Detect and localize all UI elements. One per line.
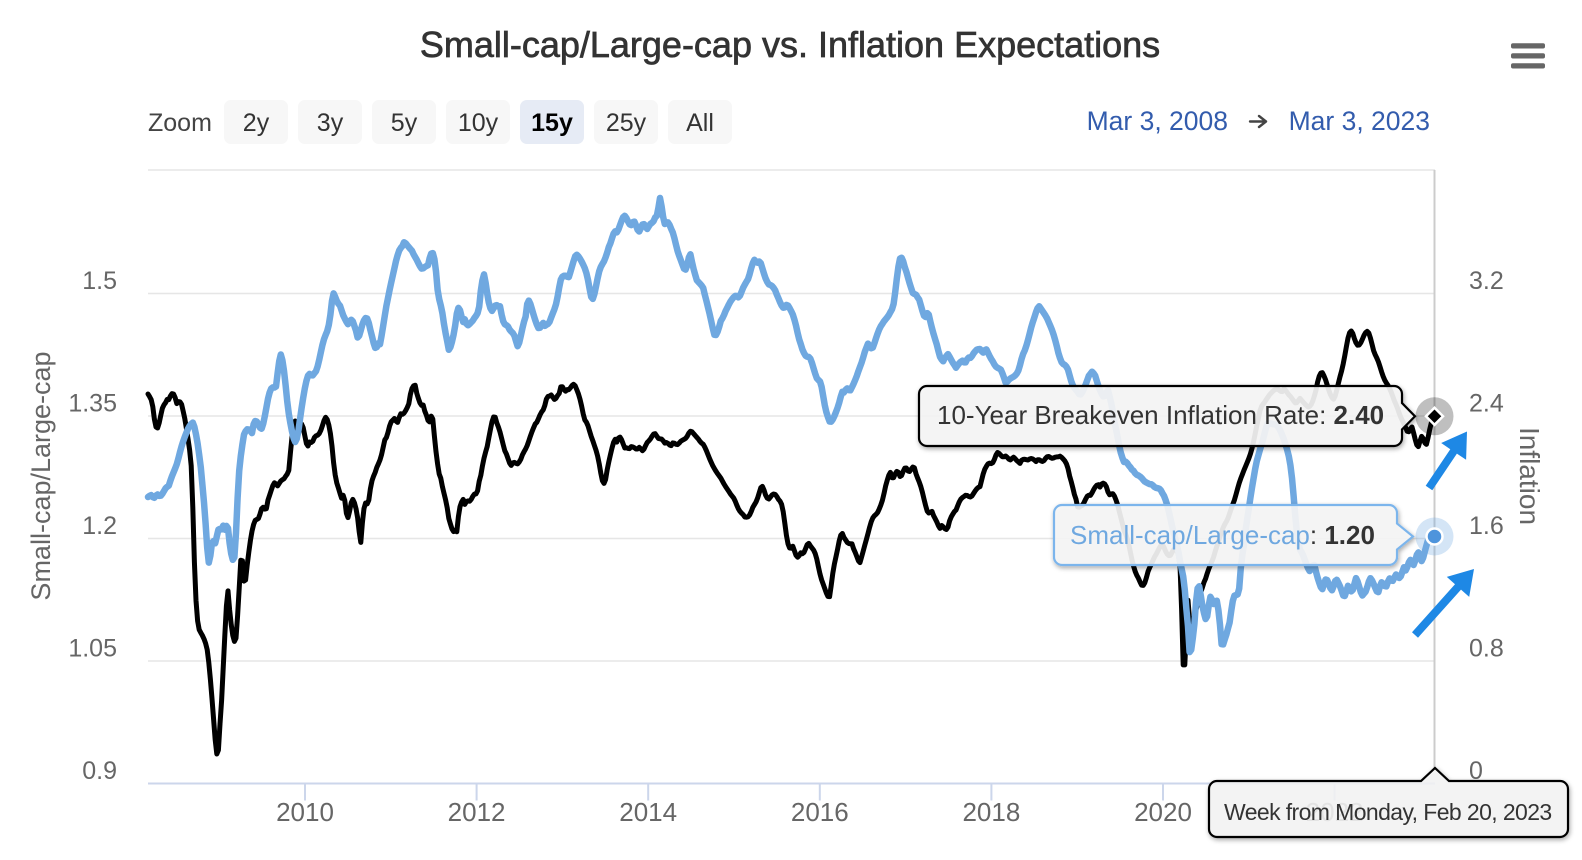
svg-text:1.5: 1.5 xyxy=(82,267,117,295)
svg-text:Mar 3, 2023: Mar 3, 2023 xyxy=(1289,106,1430,136)
svg-text:Zoom: Zoom xyxy=(148,109,212,137)
svg-text:Week from Monday, Feb 20, 2023: Week from Monday, Feb 20, 2023 xyxy=(1224,799,1552,825)
svg-text:2010: 2010 xyxy=(276,797,334,827)
svg-text:3.2: 3.2 xyxy=(1469,267,1504,295)
svg-text:Inflation: Inflation xyxy=(1514,427,1545,525)
svg-text:1.05: 1.05 xyxy=(68,635,117,663)
svg-text:1.35: 1.35 xyxy=(68,390,117,418)
svg-text:1.2: 1.2 xyxy=(82,512,117,540)
svg-text:2014: 2014 xyxy=(619,797,677,827)
svg-text:2.4: 2.4 xyxy=(1469,390,1504,418)
svg-text:2012: 2012 xyxy=(448,797,506,827)
svg-text:Small-cap/Large-cap vs. Inflat: Small-cap/Large-cap vs. Inflation Expect… xyxy=(420,24,1160,65)
svg-text:5y: 5y xyxy=(391,109,418,137)
svg-text:0.8: 0.8 xyxy=(1469,635,1504,663)
svg-text:10y: 10y xyxy=(458,109,499,137)
svg-text:0: 0 xyxy=(1469,757,1483,785)
svg-text:1.6: 1.6 xyxy=(1469,512,1504,540)
svg-text:25y: 25y xyxy=(606,109,647,137)
svg-text:15y: 15y xyxy=(531,109,573,137)
svg-text:Mar 3, 2008: Mar 3, 2008 xyxy=(1087,106,1228,136)
svg-text:10-Year Breakeven Inflation Ra: 10-Year Breakeven Inflation Rate: 2.40 xyxy=(937,400,1384,430)
svg-text:Small-cap/Large-cap: Small-cap/Large-cap xyxy=(26,351,56,600)
svg-text:Small-cap/Large-cap: 1.20: Small-cap/Large-cap: 1.20 xyxy=(1070,520,1375,550)
svg-text:2018: 2018 xyxy=(962,797,1020,827)
svg-text:2016: 2016 xyxy=(791,797,849,827)
svg-text:All: All xyxy=(686,109,714,137)
svg-text:2y: 2y xyxy=(243,109,270,137)
svg-text:2020: 2020 xyxy=(1134,797,1192,827)
svg-text:3y: 3y xyxy=(317,109,344,137)
svg-text:0.9: 0.9 xyxy=(82,757,117,785)
